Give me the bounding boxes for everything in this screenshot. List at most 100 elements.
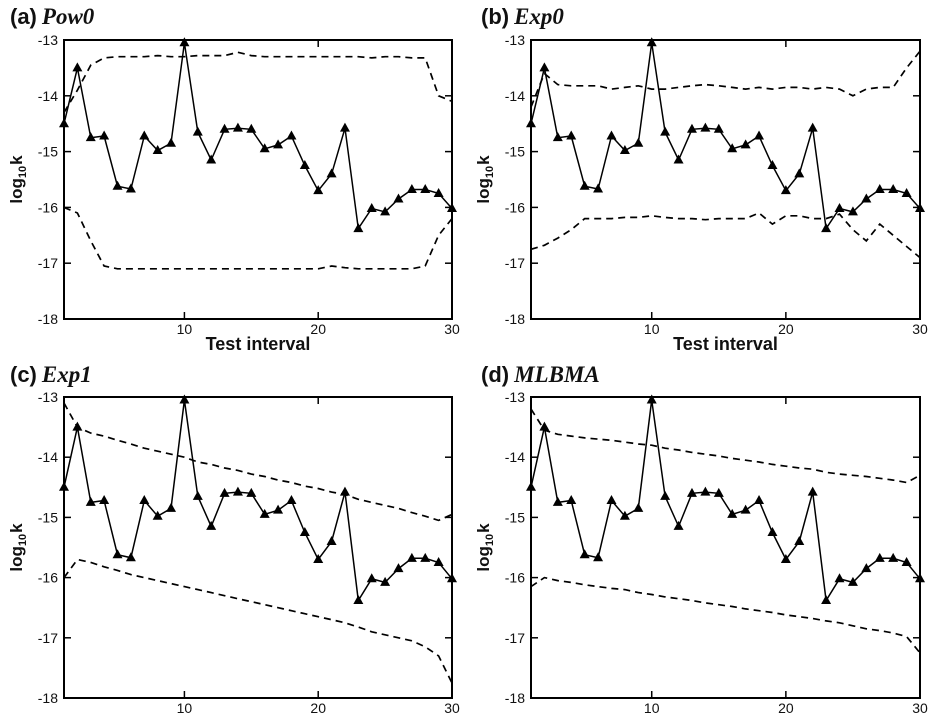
observed-point [727, 508, 738, 518]
y-tick-label: -17 [505, 255, 525, 271]
y-axis-label: log10k [7, 155, 29, 204]
y-axis-label: log10k [474, 523, 496, 572]
observed-point [112, 180, 123, 190]
y-tick-label: -18 [505, 311, 525, 327]
observed-point [593, 183, 604, 193]
observed-point [59, 481, 69, 491]
observed-point [566, 495, 577, 505]
observed-point [232, 486, 243, 496]
observed-point [85, 132, 96, 142]
x-tick-label: 10 [644, 700, 660, 714]
observed-point [125, 552, 136, 562]
observed-point [633, 137, 644, 147]
observed-point [259, 508, 270, 518]
observed-point [246, 123, 257, 133]
x-tick-label: 10 [177, 321, 193, 337]
y-axis-label-base: log [474, 546, 493, 572]
y-axis-label: log10k [474, 155, 496, 204]
observed-point [834, 203, 845, 213]
observed-point [299, 160, 310, 170]
y-tick-label: -13 [505, 32, 525, 48]
observed-point [888, 184, 899, 194]
y-tick-label: -18 [38, 311, 58, 327]
observed-point [579, 549, 590, 559]
chart-title: (d) MLBMA [481, 362, 600, 387]
plot-frame [530, 396, 921, 699]
y-tick-label: -15 [38, 144, 58, 160]
y-axis-label: log10k [7, 523, 29, 572]
observed-point [166, 502, 177, 512]
observed-point [821, 594, 832, 604]
observed-point [192, 126, 203, 136]
observed-point [206, 520, 217, 530]
x-tick-label: 20 [778, 700, 794, 714]
observed-point [713, 487, 724, 497]
lower-bound-line [531, 212, 920, 259]
x-tick-label: 10 [644, 321, 660, 337]
observed-point [915, 203, 925, 213]
plot-frame [63, 396, 453, 699]
observed-point [794, 168, 805, 178]
observed-point [700, 122, 711, 132]
observed-point [526, 481, 536, 491]
x-tick-label: 20 [310, 700, 326, 714]
observed-line [63, 399, 453, 603]
y-axis-label-subscript: 10 [17, 166, 29, 178]
y-tick-label: -15 [38, 509, 58, 525]
plot-frame [530, 39, 921, 320]
observed-point [219, 487, 230, 497]
y-tick-label: -17 [38, 630, 58, 646]
observed-point [874, 552, 885, 562]
observed-point [366, 573, 377, 583]
observed-point [700, 486, 711, 496]
y-axis-label-subscript: 10 [484, 166, 496, 178]
y-axis-label-base: log [7, 178, 26, 204]
y-axis-label-tail: k [7, 155, 26, 165]
observed-point [447, 573, 457, 583]
observed-point [152, 144, 163, 154]
observed-point [686, 487, 697, 497]
observed-point [754, 495, 765, 505]
observed-point [566, 130, 577, 140]
chart-panel: (a) Pow0 -18 -17 -16 -15 -14 -13 10 20 30 Test inte… [7, 4, 460, 354]
x-tick-label: 20 [310, 321, 326, 337]
observed-point [313, 185, 324, 195]
observed-point [539, 421, 550, 431]
observed-point [366, 203, 377, 213]
observed-point [192, 490, 203, 500]
observed-point [888, 552, 899, 562]
x-tick-label: 30 [912, 321, 928, 337]
observed-point [606, 495, 617, 505]
observed-point [152, 510, 163, 520]
upper-bound-line [64, 402, 452, 522]
observed-point [660, 126, 671, 136]
observed-point [406, 552, 417, 562]
observed-point [112, 549, 123, 559]
y-axis-label-base: log [7, 546, 26, 572]
y-tick-label: -13 [38, 389, 58, 405]
observed-point [834, 573, 845, 583]
panel-label: (a) [10, 4, 37, 29]
observed-point [901, 557, 912, 567]
y-tick-label: -16 [38, 570, 58, 586]
observed-point [593, 552, 604, 562]
chart-panel: (b) Exp0 -18 -17 -16 -15 -14 -13 10 20 30 Test inte… [474, 4, 928, 354]
x-axis-label: Test interval [673, 334, 778, 354]
model-name: MLBMA [513, 362, 600, 387]
observed-point [686, 123, 697, 133]
observed-point [273, 504, 284, 514]
observed-point [821, 223, 832, 233]
observed-point [633, 502, 644, 512]
y-axis-label-tail: k [7, 523, 26, 533]
observed-point [646, 37, 657, 47]
x-axis-label: Test interval [206, 334, 311, 354]
observed-point [807, 486, 818, 496]
observed-point [99, 495, 110, 505]
observed-point [754, 130, 765, 140]
observed-point [72, 62, 83, 72]
observed-point [861, 193, 872, 203]
y-axis-label-base: log [474, 178, 493, 204]
